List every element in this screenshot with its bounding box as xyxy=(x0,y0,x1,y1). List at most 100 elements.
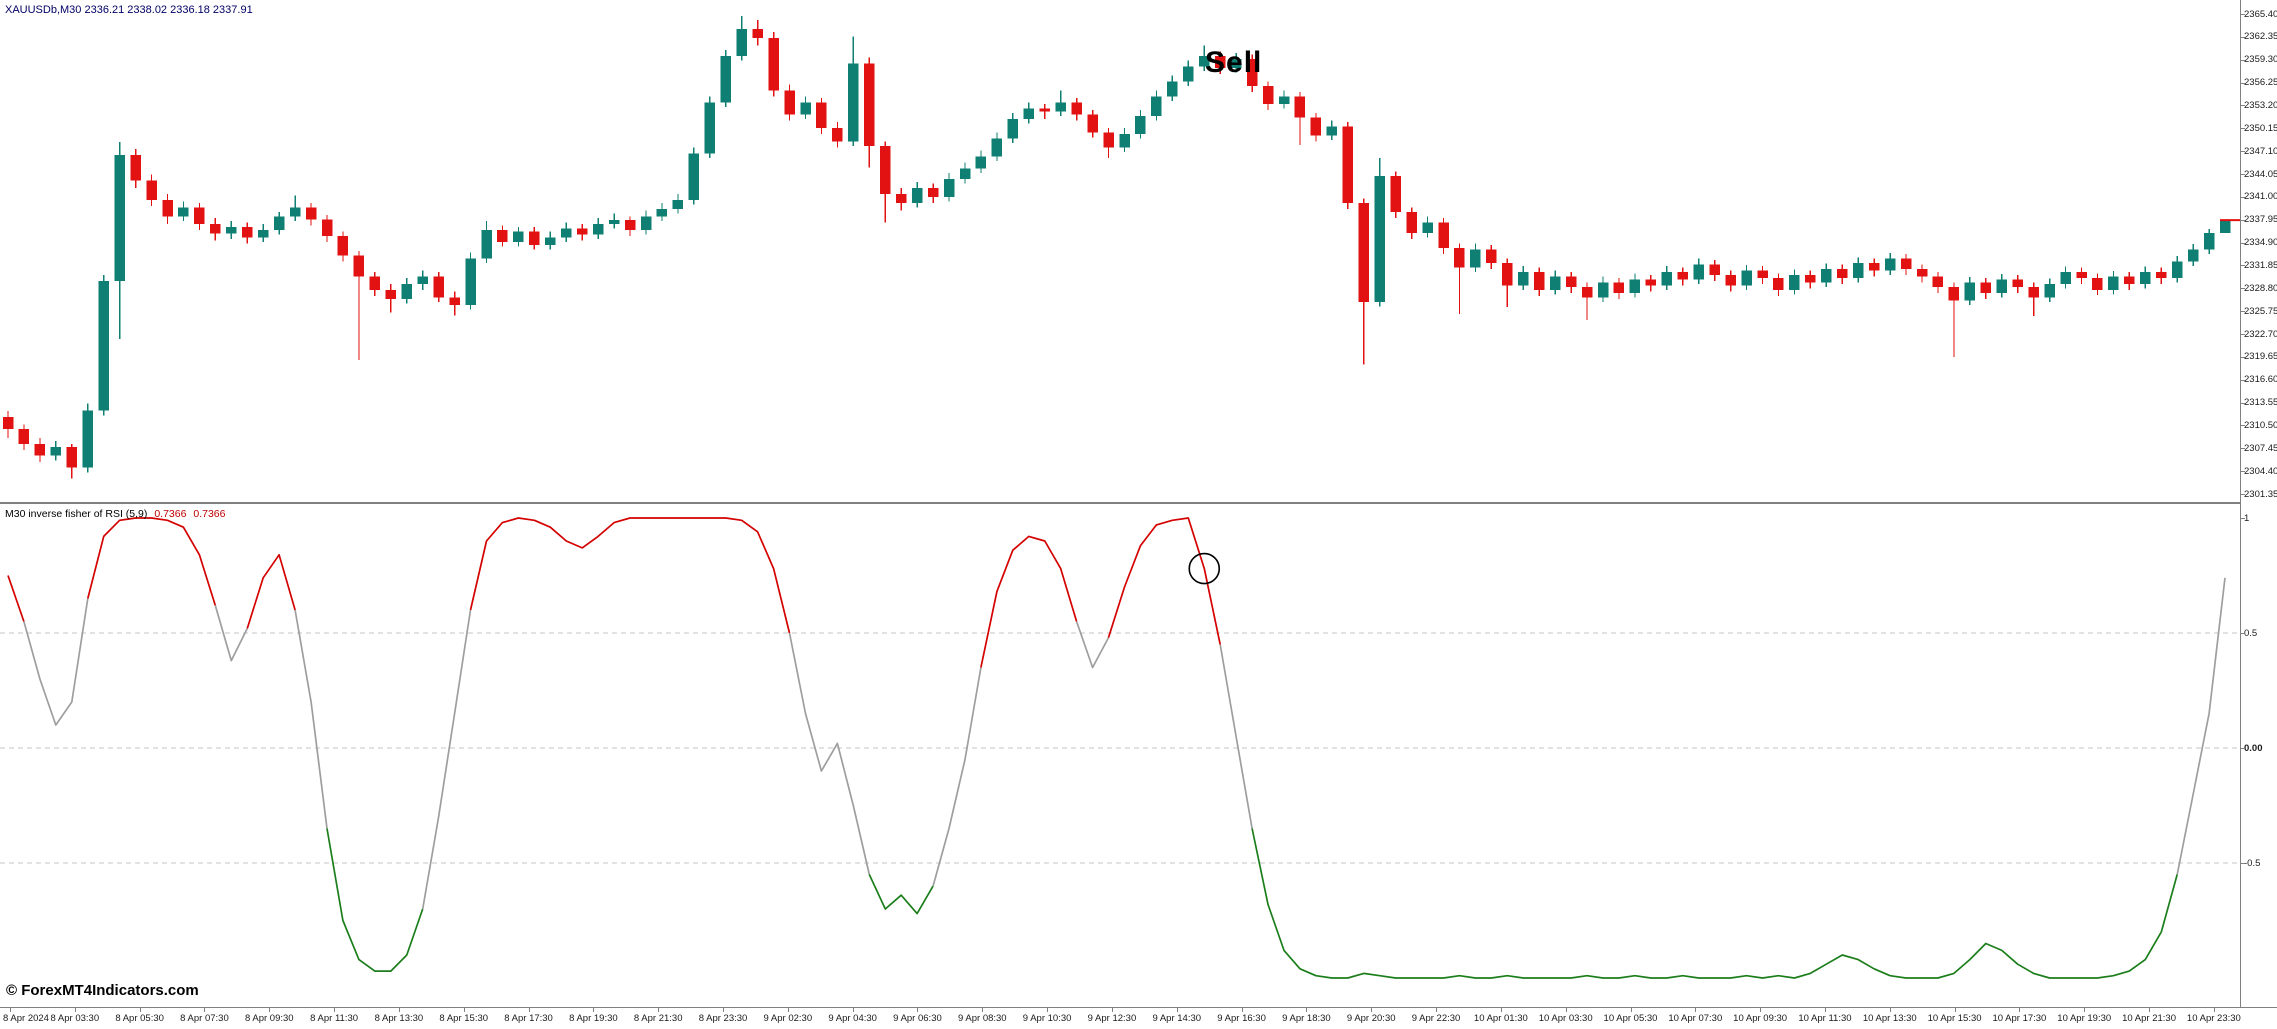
price-axis-label: 2350.15 xyxy=(2244,122,2277,134)
time-axis-label: 8 Apr 03:30 xyxy=(50,1013,100,1024)
axis-tick xyxy=(2241,379,2245,381)
watermark: © ForexMT4Indicators.com xyxy=(6,982,199,999)
chart-plot-area[interactable] xyxy=(0,0,2240,1007)
time-axis-label: 9 Apr 06:30 xyxy=(893,1013,942,1024)
axis-tick xyxy=(2241,402,2245,404)
price-axis-label: 2307.45 xyxy=(2244,442,2277,454)
axis-tick xyxy=(2241,151,2245,153)
time-axis-label: 10 Apr 19:30 xyxy=(2057,1013,2112,1024)
axis-tick xyxy=(2241,425,2245,427)
indicator-value-1: 0.7366 xyxy=(154,508,187,520)
axis-tick xyxy=(2241,36,2245,38)
time-axis-label: 8 Apr 23:30 xyxy=(698,1013,748,1024)
price-axis-label: 2334.90 xyxy=(2244,237,2277,249)
axis-tick xyxy=(1047,1008,1049,1012)
price-axis-label: 2356.25 xyxy=(2244,77,2277,89)
time-axis-label: 9 Apr 16:30 xyxy=(1217,1013,1266,1024)
price-axis-label: 2344.05 xyxy=(2244,168,2277,180)
axis-tick xyxy=(2241,288,2245,290)
price-axis-label: 0.00 xyxy=(2244,742,2263,754)
axis-tick xyxy=(787,1008,789,1012)
axis-tick xyxy=(593,1008,595,1012)
time-axis-label: 8 Apr 15:30 xyxy=(439,1013,489,1024)
price-axis-label: 2313.55 xyxy=(2244,397,2277,409)
price-axis-label: 2319.65 xyxy=(2244,351,2277,363)
axis-tick xyxy=(2241,14,2245,15)
price-axis-label: 2304.40 xyxy=(2244,465,2277,477)
candlestick-series xyxy=(2,16,2231,479)
axis-tick xyxy=(398,1008,400,1012)
axis-tick xyxy=(528,1008,530,1012)
price-axis-label: 2337.95 xyxy=(2244,214,2277,226)
price-axis-label: 2347.10 xyxy=(2244,145,2277,157)
price-axis-label: 2301.35 xyxy=(2244,488,2277,500)
axis-tick xyxy=(1630,1008,1632,1012)
indicator-name: M30 inverse fisher of RSI (5,9) xyxy=(5,508,148,520)
axis-tick xyxy=(1824,1008,1826,1012)
price-axis[interactable]: 2365.40 2362.35 2359.30 2356.25 2353.20 2350.… xyxy=(2240,0,2277,1029)
time-axis-label: 10 Apr 15:30 xyxy=(1927,1013,1982,1024)
axis-tick xyxy=(2241,311,2245,313)
price-axis-label: 2328.80 xyxy=(2244,282,2277,294)
sell-annotation[interactable]: Sell xyxy=(1205,46,1263,79)
time-axis-label: 10 Apr 11:30 xyxy=(1798,1013,1852,1024)
axis-tick xyxy=(2241,196,2245,198)
axis-tick xyxy=(1500,1008,1502,1012)
signal-circle-annotation[interactable] xyxy=(1188,552,1221,585)
price-axis-label: 2316.60 xyxy=(2244,374,2277,386)
time-axis-label: 10 Apr 03:30 xyxy=(1538,1013,1593,1024)
axis-tick xyxy=(2241,518,2245,519)
axis-tick xyxy=(2241,633,2245,634)
price-axis-label: 2359.30 xyxy=(2244,54,2277,66)
chart-ohlc-title: XAUUSDb,M30 2336.21 2338.02 2336.18 2337… xyxy=(5,4,253,16)
axis-tick xyxy=(2241,356,2245,358)
axis-tick xyxy=(204,1008,206,1012)
price-axis-label: 2353.20 xyxy=(2244,99,2277,111)
price-axis-label: 2310.50 xyxy=(2244,419,2277,431)
time-axis-label: 8 Apr 2024 xyxy=(3,1013,49,1024)
time-axis-label: 9 Apr 12:30 xyxy=(1087,1013,1137,1024)
axis-tick xyxy=(2241,748,2245,749)
price-axis-label: 2365.40 xyxy=(2244,8,2277,20)
axis-tick xyxy=(1111,1008,1113,1012)
time-axis-label: 10 Apr 09:30 xyxy=(1733,1013,1788,1024)
indicator-line-series xyxy=(7,517,2226,979)
price-axis-label: 2331.85 xyxy=(2244,259,2277,271)
time-axis-label: 9 Apr 08:30 xyxy=(957,1013,1007,1024)
time-axis-label: 8 Apr 07:30 xyxy=(180,1013,229,1024)
time-axis-label: 10 Apr 13:30 xyxy=(1862,1013,1917,1024)
axis-tick xyxy=(2213,1008,2215,1012)
price-axis-label: 2341.00 xyxy=(2244,191,2277,203)
time-axis-label: 9 Apr 22:30 xyxy=(1411,1013,1461,1024)
axis-tick xyxy=(723,1008,725,1012)
axis-tick xyxy=(852,1008,854,1012)
time-axis-label: 8 Apr 09:30 xyxy=(244,1013,294,1024)
axis-tick xyxy=(1695,1008,1697,1012)
axis-tick xyxy=(2241,448,2245,450)
time-axis-label: 9 Apr 02:30 xyxy=(763,1013,813,1024)
axis-tick xyxy=(2241,334,2245,335)
axis-tick xyxy=(2149,1008,2151,1012)
axis-tick xyxy=(2241,863,2245,864)
time-axis-label: 8 Apr 17:30 xyxy=(504,1013,553,1024)
time-axis-label: 8 Apr 05:30 xyxy=(115,1013,164,1024)
axis-tick xyxy=(269,1008,271,1012)
indicator-title: M30 inverse fisher of RSI (5,9) 0.7366 0… xyxy=(5,508,225,520)
axis-tick xyxy=(2241,59,2245,61)
axis-tick xyxy=(2241,105,2245,107)
axis-tick xyxy=(1306,1008,1308,1012)
axis-tick xyxy=(982,1008,984,1012)
axis-tick xyxy=(658,1008,660,1012)
time-axis-label: 9 Apr 14:30 xyxy=(1152,1013,1202,1024)
price-axis-label: 2322.70 xyxy=(2244,328,2277,340)
time-axis-label: 10 Apr 05:30 xyxy=(1603,1013,1658,1024)
price-axis-label: 0.5 xyxy=(2244,627,2258,639)
price-axis-label: 1 xyxy=(2244,512,2250,524)
time-axis-label: 8 Apr 19:30 xyxy=(569,1013,618,1024)
axis-tick xyxy=(2241,219,2245,221)
time-axis[interactable]: 8 Apr 2024 8 Apr 03:30 8 Apr 05:30 8 Apr 07… xyxy=(0,1007,2277,1029)
indicator-level-lines xyxy=(0,632,2240,864)
price-axis-label: 2325.75 xyxy=(2244,305,2277,317)
axis-tick xyxy=(1954,1008,1956,1012)
